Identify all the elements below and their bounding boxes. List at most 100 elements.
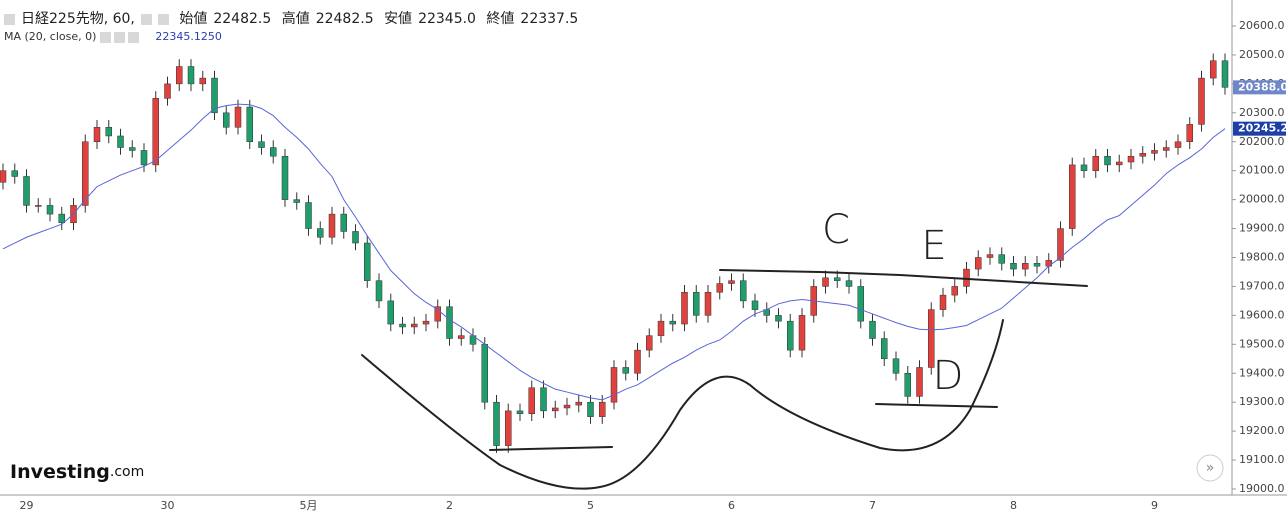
candle-body — [1163, 147, 1170, 151]
price-tag-label: 20388.0 — [1238, 80, 1287, 93]
candle-body — [928, 309, 935, 368]
candle-body — [46, 205, 54, 215]
y-tick-label: 20000.0 — [1239, 193, 1285, 206]
candle-body — [281, 155, 289, 200]
annotation: C — [822, 207, 850, 253]
candle-body — [176, 66, 183, 85]
candle-body — [716, 283, 723, 293]
candle-body — [129, 147, 136, 151]
candle-body — [1057, 228, 1064, 261]
settings-icon[interactable] — [99, 31, 111, 43]
high-label: 高値 — [281, 11, 310, 27]
candle-body — [975, 257, 982, 270]
candle-body — [751, 300, 759, 310]
candle-body — [963, 268, 970, 287]
y-tick-label: 19400.0 — [1239, 366, 1285, 379]
candle-body — [199, 77, 206, 85]
x-tick-label: 5月 — [300, 499, 318, 512]
y-tick-label: 19900.0 — [1239, 222, 1285, 235]
candle-body — [1069, 164, 1076, 229]
candle-body — [1127, 155, 1135, 163]
candle-body — [916, 367, 923, 397]
candle-body — [1022, 263, 1029, 270]
candle-body — [575, 401, 582, 406]
candle-body — [93, 127, 101, 142]
candle-body — [1010, 263, 1017, 270]
candle-body — [857, 286, 864, 322]
candle-body — [1045, 260, 1052, 267]
candle-body — [610, 367, 618, 403]
price-tag — [1233, 80, 1286, 95]
y-tick-label: 19500.0 — [1239, 337, 1285, 350]
candle-body — [140, 150, 148, 166]
candle-body — [328, 213, 336, 238]
price-tag — [1233, 121, 1286, 136]
candle-body — [411, 323, 418, 328]
candle-body — [82, 141, 89, 206]
settings-icon[interactable] — [127, 31, 139, 43]
logo: Investing.com — [10, 461, 144, 483]
candle-body — [234, 106, 242, 128]
candle-body — [728, 280, 735, 284]
candle-body — [892, 358, 900, 374]
candle-body — [364, 242, 371, 281]
candle-body — [246, 106, 253, 142]
candle-body — [258, 141, 265, 148]
candle-body — [1198, 77, 1205, 125]
candle-body — [352, 231, 359, 244]
annotation: E — [921, 223, 946, 269]
candle-body — [563, 404, 571, 409]
candle-body — [787, 320, 794, 351]
candle-body — [1116, 161, 1123, 166]
candle-body — [657, 320, 665, 336]
candle-body — [986, 254, 994, 258]
candle-body — [775, 315, 782, 322]
candle-body — [587, 401, 594, 417]
open-label: 始値 — [179, 11, 208, 27]
candle-body — [270, 147, 277, 157]
x-tick-label: 2 — [446, 499, 453, 512]
x-tick-label: 30 — [161, 499, 175, 512]
collapse-icon[interactable] — [4, 13, 15, 25]
candle-body — [693, 291, 700, 316]
candle-body — [305, 202, 312, 229]
candle-body — [634, 349, 641, 374]
high-value: 22482.5 — [315, 11, 374, 27]
candle-body — [117, 135, 124, 148]
candle-body — [1139, 153, 1146, 157]
candle-body — [998, 254, 1005, 264]
candle-body — [704, 291, 712, 316]
neck-line — [719, 269, 1088, 287]
settings-icon[interactable] — [140, 13, 152, 25]
base-line — [875, 403, 998, 408]
candle-body — [516, 410, 524, 415]
y-tick-label: 20200.0 — [1239, 135, 1285, 148]
candle-body — [528, 387, 535, 415]
low-value: 22345.0 — [418, 11, 476, 27]
candle-body — [446, 306, 453, 339]
candle-body — [317, 228, 324, 238]
candle-body — [187, 66, 195, 85]
settings-icon[interactable] — [113, 31, 125, 43]
marks: 19000.0 19100.0 19200.0 19300.0 19400.0 19500… — [0, 19, 1285, 512]
scroll-button[interactable] — [1196, 454, 1224, 482]
candle-body — [834, 277, 841, 281]
indicator: MA (20, close, 0) 22345.1250 — [4, 30, 222, 43]
candle-body — [681, 291, 688, 325]
indicator-name: MA (20, close, 0) — [4, 30, 97, 43]
candle-body — [1033, 263, 1041, 267]
candle-body — [164, 83, 171, 99]
header: 日経225先物, 60, 始値 22482.5 高値 22482.5 安値 22345… — [4, 8, 584, 28]
y-tick-label: 19600.0 — [1239, 308, 1285, 321]
scroll-icon[interactable]: » — [1206, 460, 1215, 476]
candle-body — [211, 77, 218, 114]
close-label: 終値 — [486, 11, 515, 27]
candle-body — [223, 112, 230, 128]
cup-curve — [361, 319, 1004, 490]
candle-body — [152, 98, 159, 166]
logo-brand: Investing — [10, 461, 110, 483]
symbol: 日経225先物, 60, — [21, 11, 135, 27]
candle-body — [822, 277, 829, 287]
settings-icon[interactable] — [157, 13, 169, 25]
